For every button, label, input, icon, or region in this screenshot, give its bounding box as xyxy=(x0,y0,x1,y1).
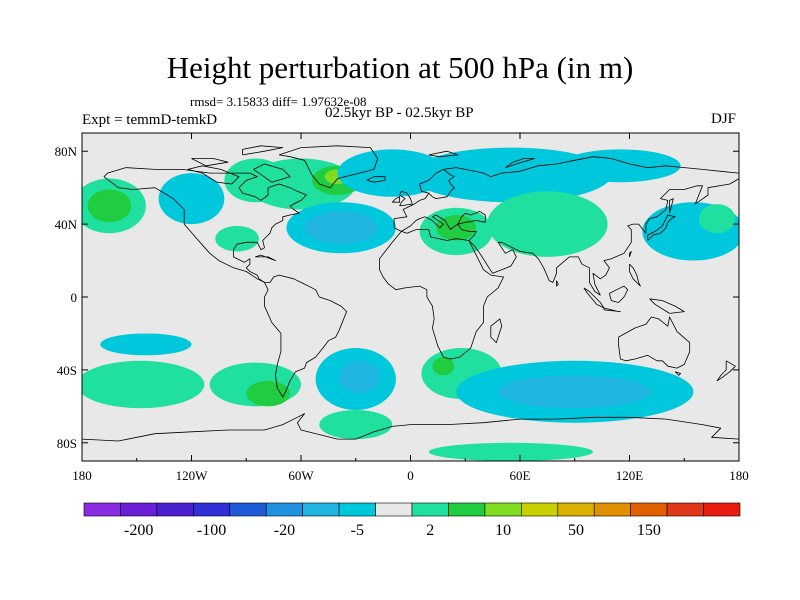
anomaly-region xyxy=(158,173,225,225)
y-tick-label: 80N xyxy=(55,144,78,159)
colorbar: -200 -100 -20 -5 2 10 50 150 xyxy=(83,502,741,539)
coastline xyxy=(401,214,477,241)
coastline xyxy=(278,145,379,189)
colorbar-box xyxy=(156,502,194,517)
colorbar-label: 50 xyxy=(568,522,584,539)
anomaly-region xyxy=(339,360,380,394)
coastline xyxy=(647,214,676,241)
x-tick-label: 0 xyxy=(407,468,414,483)
y-tick-label: 0 xyxy=(71,290,78,305)
coastline xyxy=(609,285,629,303)
coastline xyxy=(603,307,621,312)
coastline xyxy=(191,158,229,167)
period-label: 02.5kyr BP - 02.5kyr BP xyxy=(325,105,474,121)
colorbar-box xyxy=(375,502,413,517)
coastline xyxy=(242,145,284,156)
coastline xyxy=(399,190,413,207)
coastline xyxy=(629,263,641,287)
coastline xyxy=(103,167,307,283)
y-tick-label: 40S xyxy=(57,363,77,378)
x-axis: 180 120W 60W 0 60E 120E 180 xyxy=(72,133,749,483)
x-tick-label: 120E xyxy=(616,468,644,483)
anomaly-region xyxy=(428,442,593,461)
coastline xyxy=(649,298,685,314)
coastline xyxy=(187,165,240,185)
coastline-layer xyxy=(82,145,739,442)
anomaly-region xyxy=(246,380,291,407)
coastline xyxy=(674,371,681,376)
coastline xyxy=(716,360,736,382)
coastline xyxy=(457,211,486,225)
anomaly-region xyxy=(215,225,260,252)
coastline xyxy=(103,176,347,398)
anomaly-region xyxy=(82,360,205,409)
anomaly-field-layer xyxy=(82,147,739,461)
anomaly-region xyxy=(698,204,736,234)
x-tick-label: 60W xyxy=(288,468,314,483)
coastline xyxy=(255,254,276,261)
colorbar-box xyxy=(193,502,231,517)
anomaly-region xyxy=(487,191,608,257)
anomaly-region xyxy=(410,147,612,203)
colorbar-box xyxy=(557,502,595,517)
anomaly-region xyxy=(498,375,652,409)
x-tick-label: 120W xyxy=(176,468,209,483)
coastline xyxy=(669,198,674,214)
y-tick-label: 40N xyxy=(55,217,78,232)
coastline xyxy=(428,150,459,158)
coastline xyxy=(629,251,632,258)
colorbar-box xyxy=(411,502,449,517)
season-label: DJF xyxy=(711,111,737,127)
stats-label: rmsd= 3.15833 diff= 1.97632e-08 xyxy=(190,94,367,109)
colorbar-box xyxy=(484,502,522,517)
x-tick-label: 180 xyxy=(72,468,92,483)
coastline xyxy=(556,280,559,287)
colorbar-label: 2 xyxy=(426,522,434,539)
colorbar-label: -200 xyxy=(124,522,153,539)
coastline xyxy=(82,413,739,442)
colorbar-label: 150 xyxy=(637,522,661,539)
coastline xyxy=(366,176,386,183)
x-tick-label: 180 xyxy=(729,468,749,483)
y-axis: 80N 40N 0 40S 80S xyxy=(55,144,739,451)
colorbar-label: -100 xyxy=(197,522,226,539)
colorbar-box xyxy=(703,502,741,517)
colorbar-box xyxy=(83,502,121,517)
colorbar-box xyxy=(302,502,340,517)
x-tick-label: 60E xyxy=(510,468,531,483)
coastline xyxy=(505,158,535,168)
coastline xyxy=(490,318,503,343)
colorbar-box xyxy=(120,502,158,517)
coastline xyxy=(618,316,691,369)
colorbar-box xyxy=(521,502,559,517)
coastline xyxy=(419,169,444,194)
colorbar-box xyxy=(666,502,704,517)
colorbar-box xyxy=(338,502,376,517)
anomaly-region xyxy=(87,189,132,223)
y-tick-label: 80S xyxy=(57,436,77,451)
coastline xyxy=(253,163,291,183)
colorbar-box xyxy=(630,502,668,517)
colorbar-box xyxy=(593,502,631,517)
anomaly-region xyxy=(319,409,393,440)
anomaly-region xyxy=(436,215,477,241)
colorbar-label: -20 xyxy=(274,522,295,539)
coastline xyxy=(468,178,739,296)
experiment-label: Expt = temmD-temkD xyxy=(82,112,218,128)
colorbar-box xyxy=(229,502,267,517)
coastline xyxy=(391,196,400,203)
colorbar-label: 10 xyxy=(495,522,511,539)
map-title: Height perturbation at 500 hPa (in m) xyxy=(166,50,634,85)
anomaly-region xyxy=(304,211,378,245)
coastline xyxy=(379,231,504,360)
colorbar-box xyxy=(265,502,303,517)
colorbar-label: -5 xyxy=(351,522,364,539)
anomaly-region xyxy=(100,333,192,356)
colorbar-box xyxy=(448,502,486,517)
anomaly-region xyxy=(432,357,455,376)
